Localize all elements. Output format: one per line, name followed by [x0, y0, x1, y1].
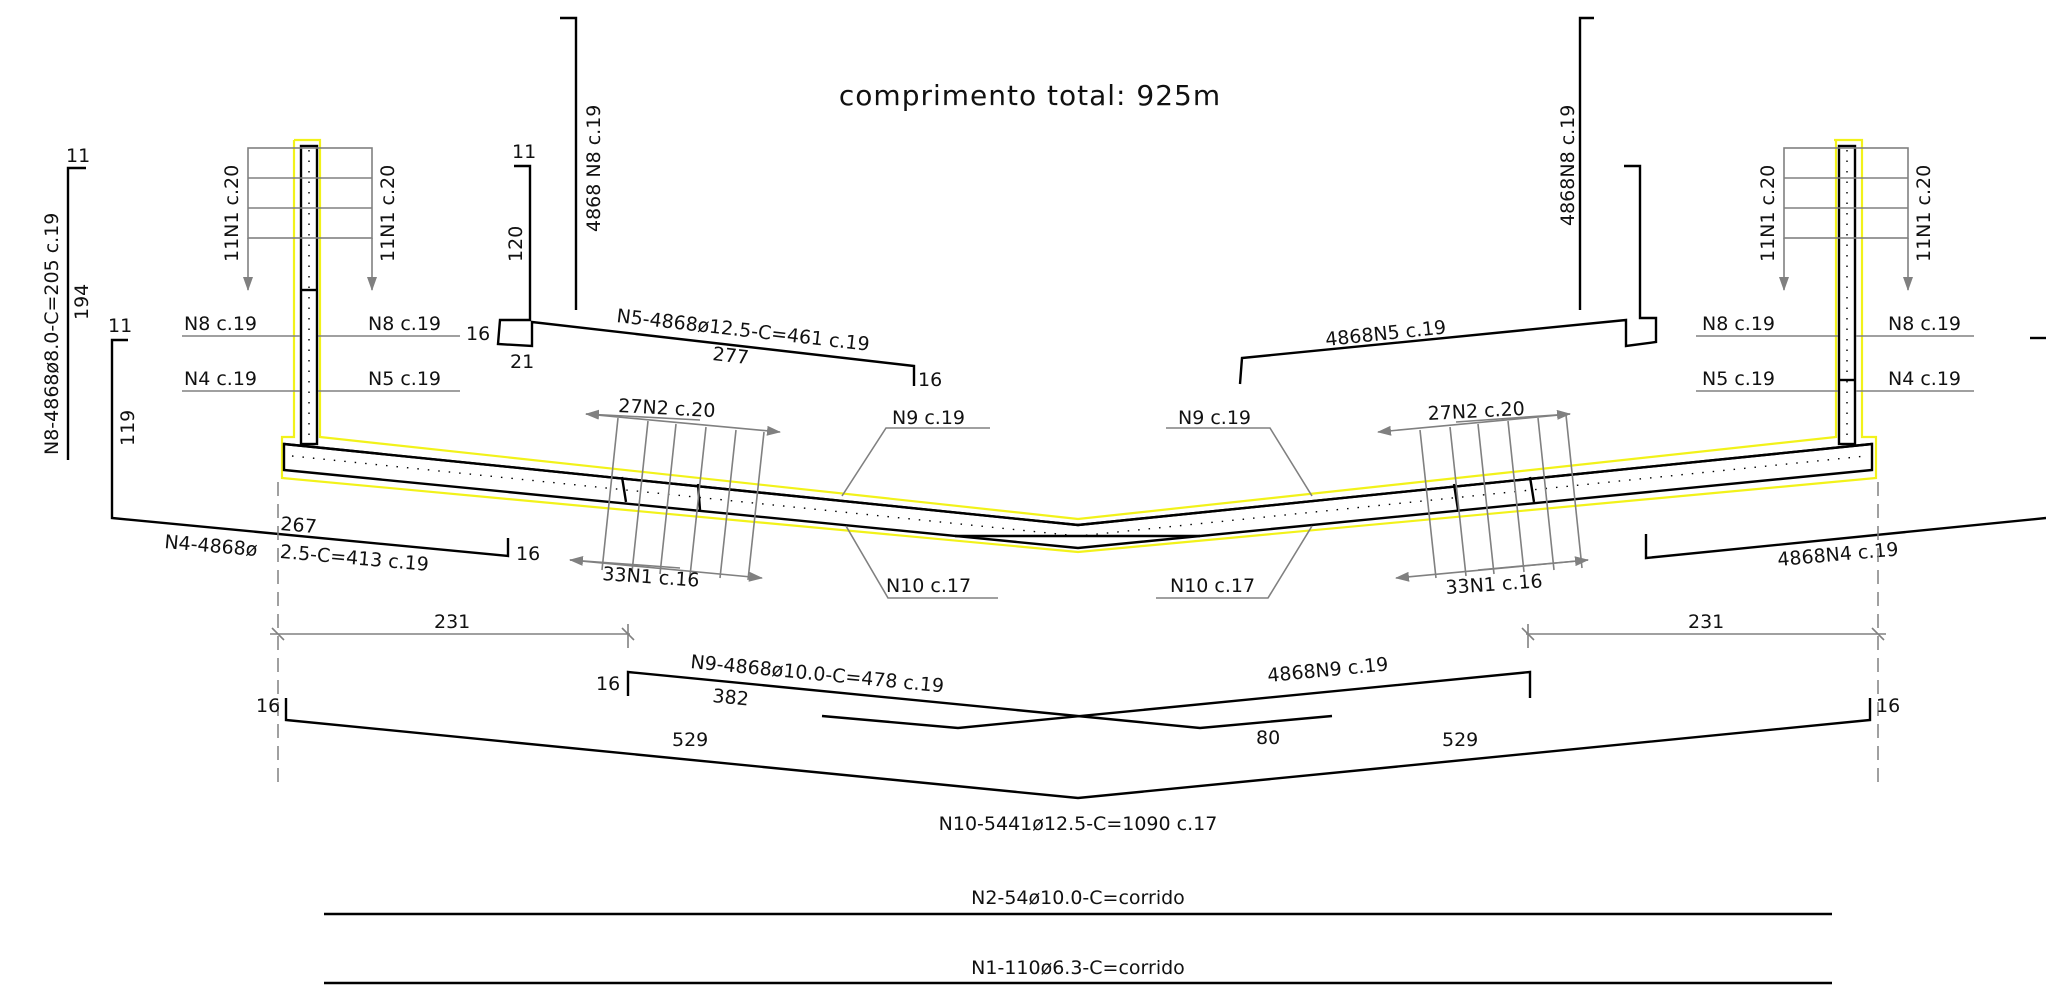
label-n4-cr-r: N4 c.19 [1888, 368, 1961, 390]
bar-n9-left [626, 670, 1333, 730]
bar-n8-center-right [1578, 16, 1594, 310]
label-n5-right: 4868N5 c.19 [1324, 316, 1447, 351]
label-n10-right: N10 c.17 [1170, 575, 1255, 597]
label-n10-end-left: 16 [256, 695, 280, 717]
label-n4-len: 267 [280, 513, 318, 538]
label-n8-cl-l: N8 c.19 [184, 313, 257, 335]
label-dim-right: 231 [1688, 611, 1724, 633]
label-n4-main-a: N4-4868ø [164, 531, 259, 561]
stirrup-label-lr: 11N1 c.20 [377, 165, 399, 262]
bar-n8-center-left [560, 16, 578, 310]
label-n9-len: 382 [712, 685, 750, 710]
section-concrete [282, 144, 1874, 550]
label-n8-left-len: 194 [71, 284, 93, 320]
label-n10-len-left: 529 [672, 729, 708, 751]
label-n4-left-top: 11 [108, 315, 132, 337]
label-n9-right: N9 c.19 [1178, 407, 1251, 429]
stirrups-left-column [243, 147, 377, 291]
label-n8-cr-r: N8 c.19 [1888, 313, 1961, 335]
label-n5-hook-len: 120 [505, 226, 527, 262]
label-n4-end: 16 [516, 543, 540, 565]
label-n4-left-len: 119 [117, 410, 139, 446]
label-n2-bar: N2-54ø10.0-C=corrido [971, 887, 1185, 909]
label-n8-vertical: N8-4868ø8.0-C=205 c.19 [41, 213, 63, 455]
dimension-lines [270, 482, 1886, 790]
label-n2-right: 27N2 c.20 [1427, 398, 1525, 425]
label-n5-hook-top: 11 [512, 141, 536, 163]
label-n8-left-top: 11 [66, 145, 90, 167]
label-n10-len-right: 529 [1442, 729, 1478, 751]
n2-group-right [1377, 409, 1589, 582]
stirrups-right-column [1779, 147, 1913, 291]
label-n1-bar: N1-110ø6.3-C=corrido [971, 957, 1185, 979]
label-n8-center-left: 4868 N8 c.19 [583, 105, 605, 232]
bar-n9-right [821, 670, 1532, 730]
label-n9-overlap: 80 [1256, 727, 1280, 749]
label-n5-cr-l: N5 c.19 [1702, 368, 1775, 390]
bar-n10 [284, 698, 1872, 800]
label-n1-left: 33N1 c.16 [602, 563, 700, 592]
bar-n5-left-shape [496, 164, 916, 386]
label-n9-right-main: 4868N9 c.19 [1266, 653, 1389, 687]
stirrup-label-rl: 11N1 c.20 [1757, 165, 1779, 262]
label-n5-hook-side: 16 [466, 323, 490, 345]
column-leaders [182, 335, 1974, 392]
label-n10-left: N10 c.17 [886, 575, 971, 597]
section-outline [280, 138, 1878, 554]
stirrup-label-ll: 11N1 c.20 [221, 165, 243, 262]
label-n8-cr-l: N8 c.19 [1702, 313, 1775, 335]
label-n2-left: 27N2 c.20 [618, 395, 716, 422]
label-n5-end: 16 [918, 369, 942, 391]
label-n8-cl-r: N8 c.19 [368, 313, 441, 335]
bar-n4-left-shape [110, 338, 510, 558]
label-n10-end-right: 16 [1876, 695, 1900, 717]
n2-group-left [569, 409, 781, 582]
n9-n10-leaders [841, 427, 1313, 599]
bar-n5-right-shape [1238, 164, 1658, 385]
bar-n4-right-shape [1644, 516, 2046, 560]
label-dim-left: 231 [434, 611, 470, 633]
label-n5-cl-r: N5 c.19 [368, 368, 441, 390]
label-n9-left: N9 c.19 [892, 407, 965, 429]
label-n5-hook-bottom: 21 [510, 351, 534, 373]
label-n9-end-left: 16 [596, 673, 620, 695]
label-n8-center-right: 4868N8 c.19 [1557, 105, 1579, 226]
label-n5-len: 277 [711, 343, 750, 369]
label-n1-right: 33N1 c.16 [1445, 570, 1543, 599]
label-n4-cl-l: N4 c.19 [184, 368, 257, 390]
drawing-title: comprimento total: 925m [839, 79, 1221, 112]
label-n10-main: N10-5441ø12.5-C=1090 c.17 [939, 813, 1218, 835]
bar-n8-left-shape [66, 166, 86, 460]
stirrup-label-rr: 11N1 c.20 [1913, 165, 1935, 262]
